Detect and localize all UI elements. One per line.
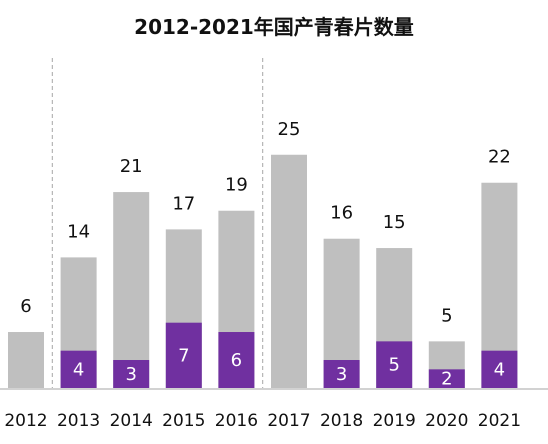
x-tick-label-2014: 2014	[110, 411, 153, 431]
bar-highlight-2013	[60, 350, 97, 388]
bar-total-2012	[8, 332, 44, 388]
x-tick-label-2019: 2019	[373, 411, 416, 431]
x-tick-label-2012: 2012	[4, 411, 47, 431]
bar-highlight-2021	[481, 350, 518, 388]
separator-group	[51, 58, 264, 388]
total-label-2015: 17	[172, 193, 195, 214]
total-label-2021: 22	[488, 147, 511, 168]
highlight-label-2013: 4	[73, 359, 84, 380]
highlight-label-2020: 2	[441, 369, 452, 390]
highlight-label-2016: 6	[231, 350, 242, 371]
x-tick-label-2020: 2020	[425, 411, 468, 431]
total-label-2020: 5	[441, 305, 452, 326]
bar-highlight-2020	[428, 369, 465, 388]
total-label-2014: 21	[120, 156, 143, 177]
x-tick-label-2016: 2016	[215, 411, 258, 431]
total-label-2018: 16	[330, 203, 353, 224]
bar-total-2014	[113, 192, 150, 388]
highlight-label-2021: 4	[494, 359, 505, 380]
bar-highlight-2014	[113, 360, 150, 388]
highlight-label-2015: 7	[178, 345, 189, 366]
bar-highlight-2016	[218, 332, 255, 388]
x-tick-label-2015: 2015	[162, 411, 205, 431]
bar-total-2017	[271, 154, 307, 388]
highlight-label-2018: 3	[336, 364, 347, 385]
total-label-2019: 15	[383, 212, 406, 233]
x-tick-label-2021: 2021	[478, 411, 521, 431]
tick-label-group: 2012 2013 2014 2015 2016 2017 2018 2019 2020 2021	[4, 411, 521, 431]
total-label-2016: 19	[225, 175, 248, 196]
x-tick-label-2013: 2013	[57, 411, 100, 431]
highlight-label-2019: 5	[388, 355, 399, 376]
total-label-2012: 6	[20, 296, 31, 317]
x-tick-label-2017: 2017	[267, 411, 310, 431]
bar-highlight-2015	[165, 322, 202, 388]
bar-highlight-2018	[323, 360, 360, 388]
x-tick-label-2018: 2018	[320, 411, 363, 431]
chart-title: 2012-2021年国产青春片数量	[134, 15, 414, 39]
bar-highlight-2019	[376, 341, 413, 388]
highlight-label-2014: 3	[125, 364, 136, 385]
total-label-2017: 25	[278, 119, 301, 140]
total-label-2013: 14	[67, 221, 90, 242]
